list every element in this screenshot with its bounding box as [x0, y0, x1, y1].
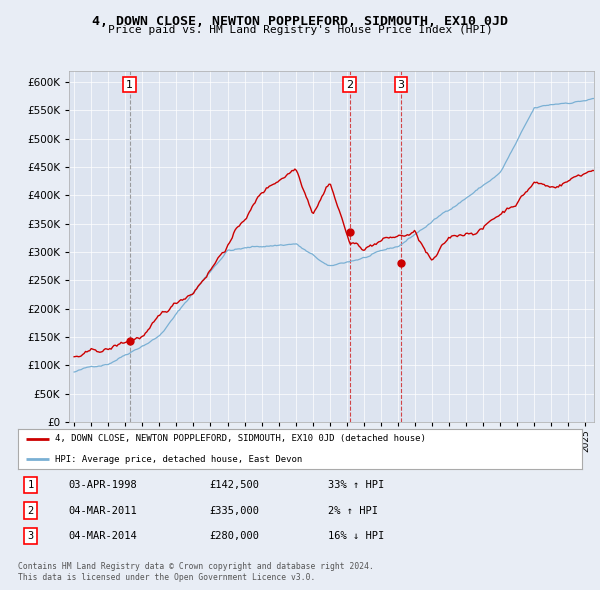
Text: 4, DOWN CLOSE, NEWTON POPPLEFORD, SIDMOUTH, EX10 0JD: 4, DOWN CLOSE, NEWTON POPPLEFORD, SIDMOU…: [92, 15, 508, 28]
Text: 1: 1: [27, 480, 34, 490]
Text: 2: 2: [346, 80, 353, 90]
Text: 33% ↑ HPI: 33% ↑ HPI: [328, 480, 385, 490]
Text: £335,000: £335,000: [210, 506, 260, 516]
Text: This data is licensed under the Open Government Licence v3.0.: This data is licensed under the Open Gov…: [18, 573, 316, 582]
Text: 04-MAR-2014: 04-MAR-2014: [69, 531, 137, 541]
Text: 2: 2: [27, 506, 34, 516]
Text: 4, DOWN CLOSE, NEWTON POPPLEFORD, SIDMOUTH, EX10 0JD (detached house): 4, DOWN CLOSE, NEWTON POPPLEFORD, SIDMOU…: [55, 434, 425, 444]
Text: 2% ↑ HPI: 2% ↑ HPI: [328, 506, 378, 516]
Text: 3: 3: [27, 531, 34, 541]
Text: £142,500: £142,500: [210, 480, 260, 490]
Text: 16% ↓ HPI: 16% ↓ HPI: [328, 531, 385, 541]
Text: 04-MAR-2011: 04-MAR-2011: [69, 506, 137, 516]
Text: 3: 3: [397, 80, 404, 90]
Text: 1: 1: [126, 80, 133, 90]
Text: Contains HM Land Registry data © Crown copyright and database right 2024.: Contains HM Land Registry data © Crown c…: [18, 562, 374, 571]
Text: HPI: Average price, detached house, East Devon: HPI: Average price, detached house, East…: [55, 454, 302, 464]
Text: 03-APR-1998: 03-APR-1998: [69, 480, 137, 490]
Text: £280,000: £280,000: [210, 531, 260, 541]
Text: Price paid vs. HM Land Registry's House Price Index (HPI): Price paid vs. HM Land Registry's House …: [107, 25, 493, 35]
